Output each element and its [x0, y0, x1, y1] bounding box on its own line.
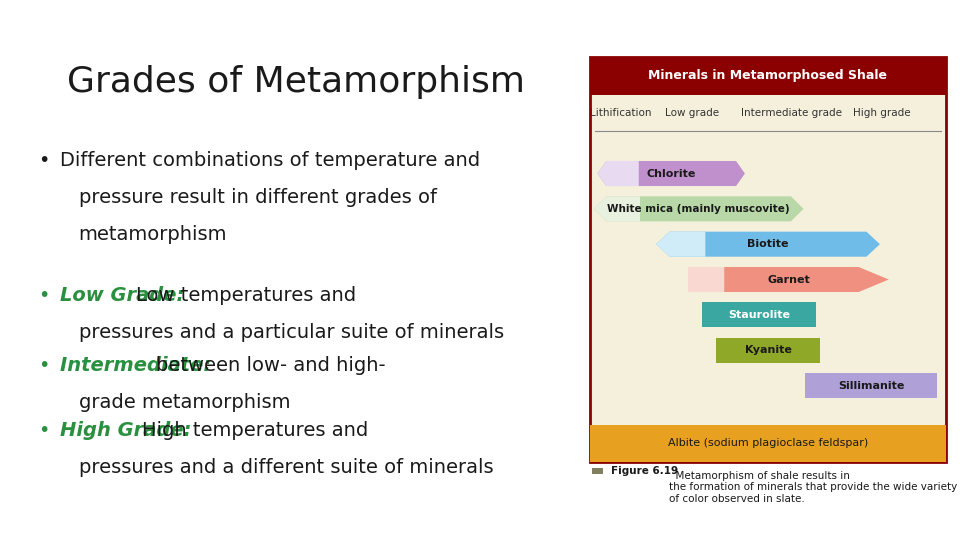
- Text: High Grade:: High Grade:: [60, 421, 198, 440]
- Text: Sillimanite: Sillimanite: [838, 381, 904, 390]
- Text: Low Grade:: Low Grade:: [60, 286, 190, 305]
- Bar: [703, 302, 816, 327]
- Text: Garnet: Garnet: [767, 274, 810, 285]
- Bar: [590, 57, 946, 95]
- Text: Staurolite: Staurolite: [728, 310, 790, 320]
- Text: Lithification: Lithification: [589, 108, 651, 118]
- Bar: [590, 57, 946, 462]
- Bar: [716, 338, 820, 363]
- Text: Low temperatures and: Low temperatures and: [135, 286, 355, 305]
- Text: High grade: High grade: [852, 108, 910, 118]
- Text: •: •: [38, 151, 50, 170]
- Bar: [592, 468, 603, 474]
- Polygon shape: [594, 197, 804, 221]
- Text: •: •: [38, 421, 50, 440]
- Bar: [590, 426, 946, 462]
- Polygon shape: [594, 197, 640, 221]
- Text: pressures and a particular suite of minerals: pressures and a particular suite of mine…: [79, 323, 504, 342]
- Text: Low grade: Low grade: [664, 108, 719, 118]
- Text: Intermediate:: Intermediate:: [60, 356, 217, 375]
- Text: pressures and a different suite of minerals: pressures and a different suite of miner…: [79, 458, 493, 477]
- Text: pressure result in different grades of: pressure result in different grades of: [79, 188, 437, 207]
- Text: White mica (mainly muscovite): White mica (mainly muscovite): [608, 204, 790, 214]
- Text: Biotite: Biotite: [747, 239, 789, 249]
- Polygon shape: [597, 161, 638, 186]
- Polygon shape: [597, 161, 745, 186]
- Text: Chlorite: Chlorite: [646, 168, 696, 179]
- Bar: [805, 373, 937, 398]
- Text: Intermediate grade: Intermediate grade: [740, 108, 842, 118]
- Text: Minerals in Metamorphosed Shale: Minerals in Metamorphosed Shale: [649, 70, 887, 83]
- Polygon shape: [656, 232, 880, 256]
- Text: •: •: [38, 356, 50, 375]
- Text: Figure 6.19: Figure 6.19: [611, 465, 678, 476]
- Polygon shape: [656, 232, 706, 256]
- Text: •: •: [38, 286, 50, 305]
- Text: grade metamorphism: grade metamorphism: [79, 393, 290, 412]
- Text: Grades of Metamorphism: Grades of Metamorphism: [67, 65, 525, 99]
- Text: High temperatures and: High temperatures and: [142, 421, 369, 440]
- Text: Albite (sodium plagioclase feldspar): Albite (sodium plagioclase feldspar): [668, 438, 868, 449]
- Text: Kyanite: Kyanite: [745, 345, 791, 355]
- Text: Metamorphism of shale results in
the formation of minerals that provide the wide: Metamorphism of shale results in the for…: [668, 470, 957, 504]
- Polygon shape: [688, 267, 724, 292]
- Polygon shape: [724, 267, 889, 292]
- Text: metamorphism: metamorphism: [79, 225, 228, 244]
- Text: Different combinations of temperature and: Different combinations of temperature an…: [60, 151, 480, 170]
- Text: between low- and high-: between low- and high-: [156, 356, 386, 375]
